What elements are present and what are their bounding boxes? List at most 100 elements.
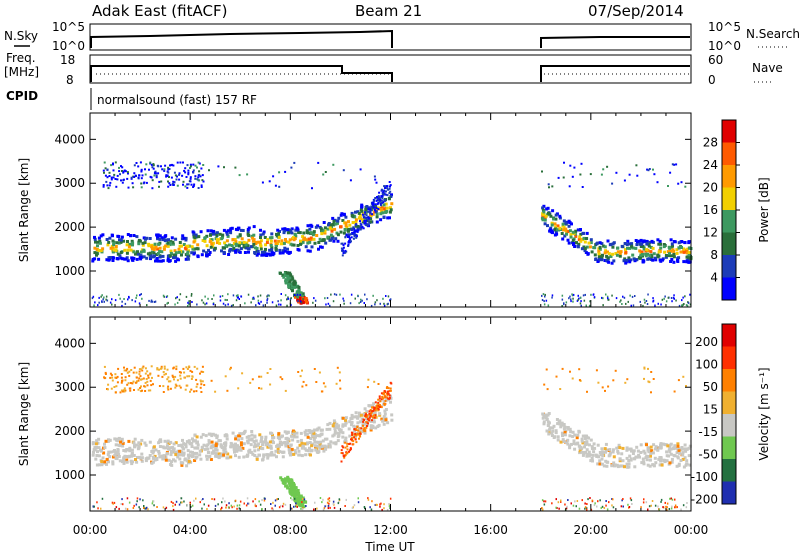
data-cell (638, 455, 641, 459)
data-cell (281, 455, 285, 459)
data-cell (255, 455, 259, 459)
data-cell (258, 387, 260, 390)
data-cell (117, 443, 121, 447)
data-cell (623, 465, 626, 469)
data-cell (264, 243, 268, 247)
data-cell (101, 233, 105, 237)
data-cell (93, 237, 97, 241)
data-cell (322, 498, 324, 501)
data-cell (358, 213, 362, 217)
data-cell (244, 246, 248, 250)
data-cell (125, 455, 129, 458)
data-cell (661, 298, 664, 301)
data-cell (119, 391, 122, 394)
data-cell (668, 450, 672, 454)
data-cell (676, 442, 680, 446)
data-cell (151, 300, 154, 303)
data-cell (541, 416, 545, 420)
data-cell (297, 292, 301, 296)
data-cell (352, 440, 355, 443)
data-cell (270, 431, 274, 435)
data-cell (121, 257, 125, 261)
data-cell (684, 295, 686, 298)
data-cell (379, 503, 381, 506)
data-cell (652, 168, 654, 171)
data-cell (215, 231, 219, 235)
data-cell (608, 451, 612, 455)
colorbar-tick-label: 20 (703, 181, 718, 195)
data-cell (368, 417, 371, 420)
data-cell (353, 215, 357, 219)
data-cell (108, 236, 112, 240)
data-cell (258, 375, 261, 378)
data-cell (675, 251, 679, 255)
data-cell (116, 375, 119, 378)
data-cell (253, 297, 255, 300)
data-cell (311, 187, 313, 190)
data-cell (145, 256, 149, 260)
data-cell (374, 504, 377, 506)
data-cell (211, 498, 213, 500)
data-cell (97, 236, 101, 240)
data-cell (239, 448, 243, 452)
data-cell (140, 293, 142, 296)
data-cell (383, 402, 386, 405)
data-cell (244, 302, 246, 305)
data-cell (229, 368, 232, 371)
data-cell (364, 217, 367, 219)
data-cell (168, 259, 172, 263)
data-cell (667, 454, 671, 458)
data-cell (140, 456, 144, 460)
data-cell (364, 293, 366, 296)
data-cell (563, 161, 565, 164)
data-cell (148, 168, 150, 171)
data-cell (389, 195, 393, 198)
data-cell (585, 231, 589, 235)
data-cell (178, 384, 181, 387)
data-cell (341, 249, 343, 252)
data-cell (628, 173, 631, 176)
data-cell (238, 504, 241, 507)
data-cell (389, 185, 391, 188)
data-cell (299, 291, 303, 295)
data-cell (153, 254, 156, 258)
data-cell (684, 447, 687, 451)
data-cell (146, 252, 150, 256)
data-cell (115, 377, 118, 379)
data-cell (385, 206, 389, 210)
data-cell (384, 418, 388, 422)
data-cell (172, 164, 175, 167)
data-cell (659, 443, 663, 447)
data-cell (138, 377, 141, 380)
data-cell (189, 163, 192, 166)
data-cell (630, 499, 633, 502)
data-cell (166, 244, 170, 248)
data-cell (122, 239, 126, 243)
data-cell (352, 443, 355, 446)
colorbar-swatch (722, 436, 736, 459)
data-cell (672, 255, 676, 259)
data-cell (265, 453, 269, 457)
data-cell (121, 390, 124, 393)
data-cell (624, 248, 627, 252)
data-cell (191, 504, 194, 507)
nsearch-tick-bottom: 10^0 (708, 39, 741, 53)
data-cell (348, 239, 351, 242)
data-cell (376, 425, 380, 428)
data-cell (677, 182, 680, 185)
data-cell (191, 370, 194, 373)
data-cell (615, 253, 619, 257)
data-cell (289, 484, 293, 488)
data-cell (635, 243, 639, 247)
data-cell (169, 184, 172, 186)
data-cell (343, 302, 345, 305)
data-cell (641, 253, 644, 256)
data-cell (293, 435, 297, 439)
data-cell (349, 449, 352, 452)
data-cell (609, 242, 613, 246)
data-cell (239, 228, 243, 232)
data-cell (254, 241, 258, 244)
data-cell (193, 446, 197, 450)
data-cell (313, 440, 317, 444)
